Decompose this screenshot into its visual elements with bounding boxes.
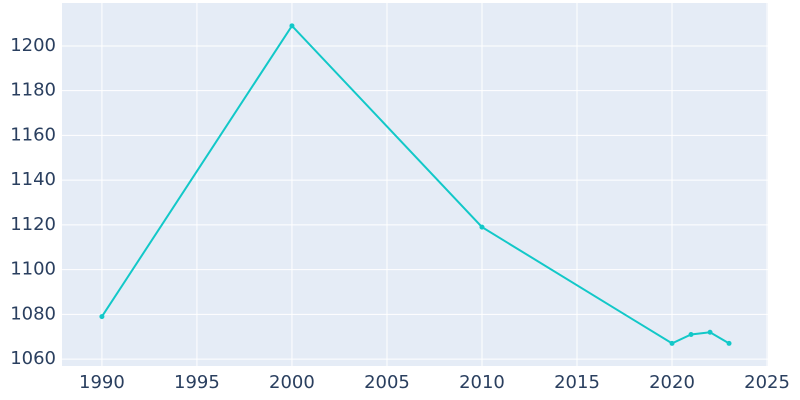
y-tick-label: 1060 — [10, 348, 56, 369]
x-tick-label: 1990 — [79, 372, 125, 393]
y-tick-label: 1080 — [10, 303, 56, 324]
y-tick-label: 1180 — [10, 80, 56, 101]
point — [479, 224, 485, 230]
x-tick-label: 2015 — [554, 372, 600, 393]
point — [99, 314, 105, 320]
y-tick-label: 1120 — [10, 214, 56, 235]
x-tick-label: 2025 — [744, 372, 790, 393]
y-tick-label: 1160 — [10, 124, 56, 145]
point — [707, 329, 713, 335]
point — [688, 331, 694, 337]
x-tick-label: 2000 — [269, 372, 315, 393]
y-tick-label: 1200 — [10, 35, 56, 56]
x-tick-label: 2005 — [364, 372, 410, 393]
y-tick-label: 1140 — [10, 169, 56, 190]
x-tick-label: 2010 — [459, 372, 505, 393]
plot-area — [62, 3, 768, 366]
x-tick-label: 2020 — [649, 372, 695, 393]
point — [289, 23, 295, 29]
point — [669, 340, 675, 346]
y-tick-label: 1100 — [10, 259, 56, 280]
x-tick-label: 1995 — [174, 372, 220, 393]
point — [726, 340, 732, 346]
